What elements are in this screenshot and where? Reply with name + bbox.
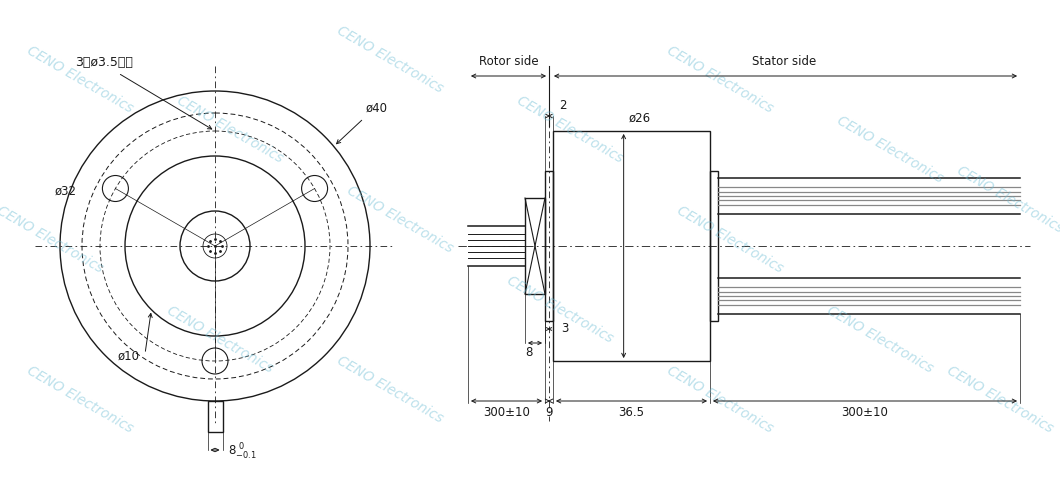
- Text: 2: 2: [559, 99, 566, 112]
- Text: 9: 9: [545, 406, 552, 419]
- Text: CENO Electronics: CENO Electronics: [164, 304, 276, 376]
- Text: CENO Electronics: CENO Electronics: [825, 304, 936, 376]
- Text: 36.5: 36.5: [618, 406, 644, 419]
- Text: CENO Electronics: CENO Electronics: [335, 24, 445, 96]
- Text: CENO Electronics: CENO Electronics: [514, 94, 625, 166]
- Bar: [553, 131, 710, 361]
- Text: CENO Electronics: CENO Electronics: [665, 44, 776, 116]
- Text: CENO Electronics: CENO Electronics: [0, 204, 106, 276]
- Text: 300±10: 300±10: [842, 406, 888, 419]
- Text: CENO Electronics: CENO Electronics: [24, 44, 136, 116]
- Text: ø40: ø40: [366, 101, 388, 114]
- Text: CENO Electronics: CENO Electronics: [665, 364, 776, 436]
- Text: ø10: ø10: [118, 349, 140, 363]
- Text: CENO Electronics: CENO Electronics: [954, 164, 1060, 236]
- Bar: [545, 171, 553, 321]
- Text: ø26: ø26: [629, 112, 651, 125]
- Text: CENO Electronics: CENO Electronics: [175, 94, 285, 166]
- Text: 8: 8: [526, 346, 533, 359]
- Bar: [525, 198, 545, 294]
- Text: CENO Electronics: CENO Electronics: [944, 364, 1056, 436]
- Text: CENO Electronics: CENO Electronics: [834, 114, 946, 186]
- Text: 300±10: 300±10: [483, 406, 530, 419]
- Text: CENO Electronics: CENO Electronics: [674, 204, 785, 276]
- Text: $8^{\ 0}_{-0.1}$: $8^{\ 0}_{-0.1}$: [229, 442, 258, 462]
- Text: Rotor side: Rotor side: [479, 55, 538, 68]
- Text: CENO Electronics: CENO Electronics: [344, 184, 456, 256]
- Text: 3－ø3.5均布: 3－ø3.5均布: [75, 56, 132, 69]
- Text: 3: 3: [561, 322, 568, 336]
- Text: CENO Electronics: CENO Electronics: [335, 354, 445, 426]
- Text: ø32: ø32: [55, 184, 77, 197]
- Text: Stator side: Stator side: [753, 55, 816, 68]
- Bar: [208, 401, 223, 432]
- Text: CENO Electronics: CENO Electronics: [24, 364, 136, 436]
- Text: CENO Electronics: CENO Electronics: [505, 274, 616, 346]
- Bar: [710, 171, 718, 321]
